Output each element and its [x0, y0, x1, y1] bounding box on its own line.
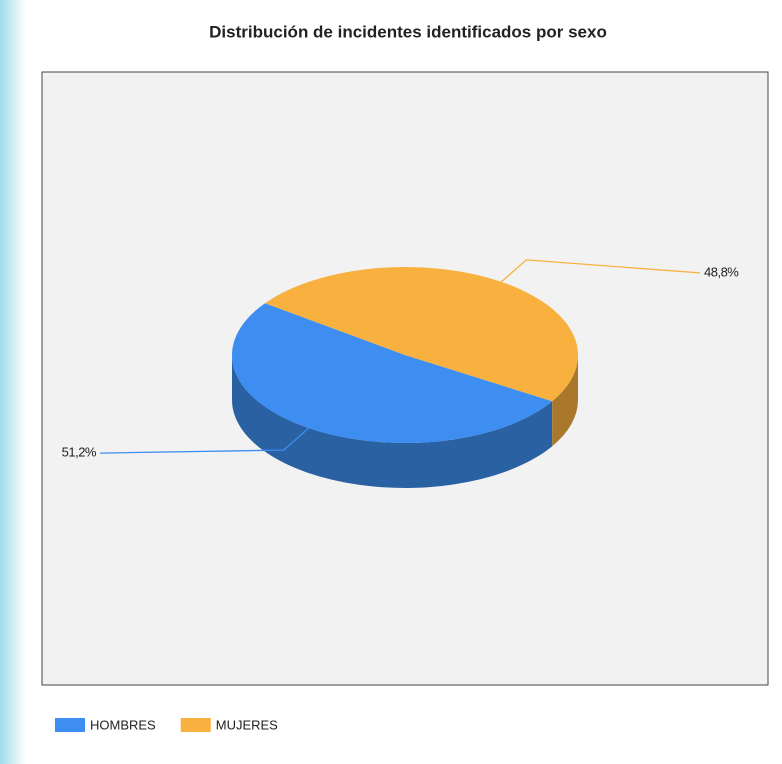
chart-title: Distribución de incidentes identificados… — [209, 22, 607, 41]
legend-swatch — [180, 718, 211, 732]
pie-slice — [232, 303, 553, 443]
pie-slice — [265, 266, 578, 402]
legend-label: MUJERES — [216, 717, 278, 732]
data-label: 51,2% — [62, 445, 97, 460]
leader-line — [500, 259, 701, 283]
legend-swatch — [55, 718, 85, 732]
data-label: 48,8% — [704, 264, 739, 279]
page-edge — [0, 0, 26, 764]
pie-slice-side — [552, 355, 578, 447]
pie-slice-side — [231, 355, 553, 488]
legend-label: HOMBRES — [90, 717, 156, 732]
leader-line — [99, 427, 310, 454]
